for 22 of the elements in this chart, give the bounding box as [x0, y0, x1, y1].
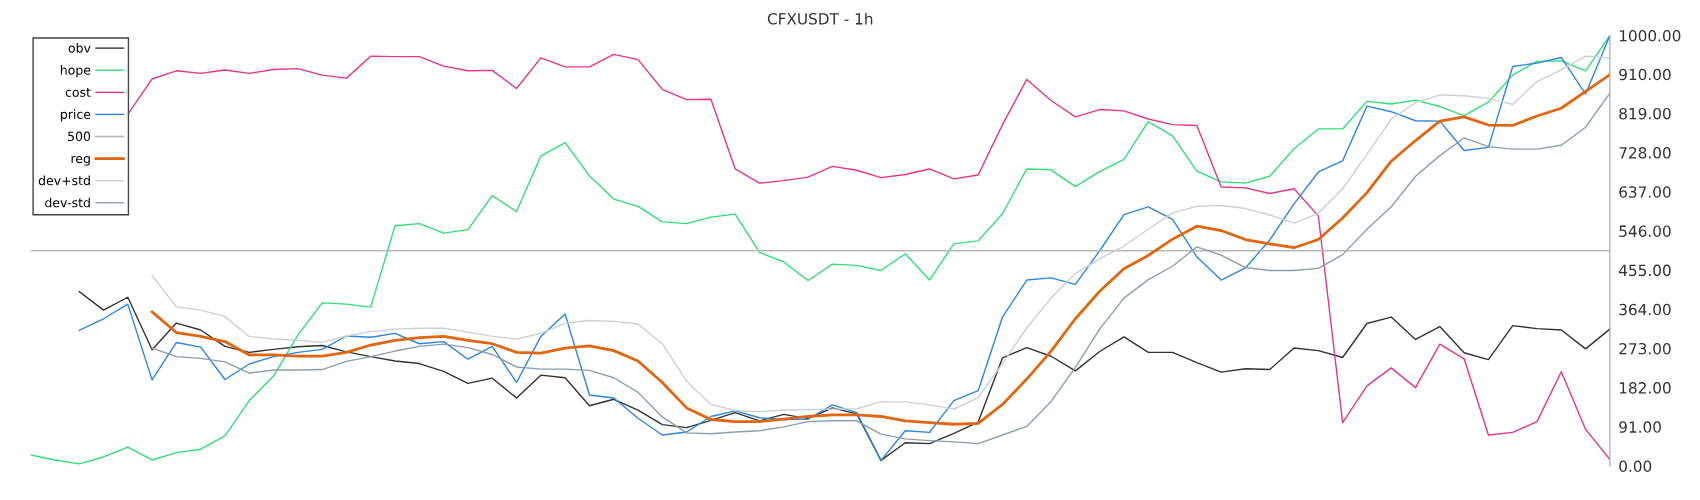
y-tick-label: 819.00 [1619, 107, 1671, 120]
y-tick-label: 728.00 [1619, 147, 1671, 159]
legend-label: hope [60, 65, 91, 78]
legend-label: 500 [68, 131, 91, 142]
y-tick-label: 0.00 [1619, 460, 1652, 473]
y-tick-label: 455.00 [1618, 264, 1671, 277]
y-tick-label: 273.00 [1619, 342, 1671, 355]
legend-label: obv [68, 43, 91, 53]
y-tick-label: 910.00 [1619, 68, 1671, 81]
legend-label: reg [71, 155, 90, 166]
y-tick-label: 1000.00 [1619, 29, 1681, 42]
y-tick-label: 91.00 [1619, 421, 1661, 433]
y-tick-label: 182.00 [1619, 382, 1671, 394]
legend-label: dev+std [38, 175, 90, 186]
legend-label: cost [65, 87, 91, 97]
legend-label: price [60, 109, 91, 122]
chart-title: CFXUSDT - 1h [767, 12, 873, 25]
y-tick-label: 546.00 [1619, 225, 1671, 237]
line-series [78, 290, 1610, 462]
y-tick-label: 364.00 [1619, 303, 1671, 316]
y-tick-label: 637.00 [1619, 186, 1671, 198]
legend-label: dev-std [45, 197, 90, 208]
